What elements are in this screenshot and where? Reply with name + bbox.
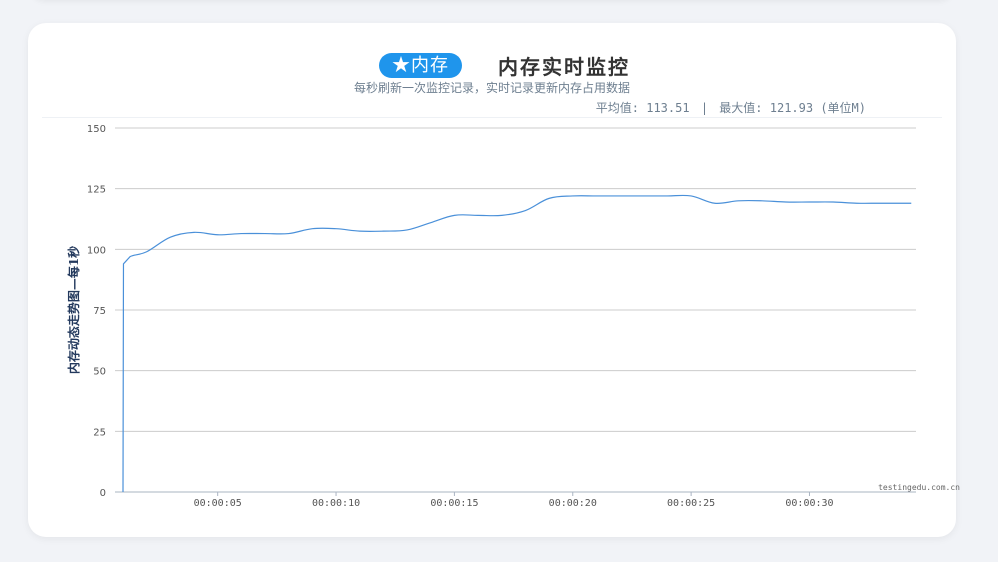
y-tick-label: 100 [87,245,106,256]
max-value: 最大值: 121.93 (单位M) [719,101,866,115]
series-layer [122,194,912,493]
chart-subtitle: 每秒刷新一次监控记录，实时记录更新内存占用数据 [353,81,630,95]
stats-line: 平均值: 113.51 | 最大值: 121.93 (单位M) [596,99,866,116]
x-tick-label: 00:00:30 [785,498,833,509]
stats-separator: | [700,101,709,115]
chart-title: 内存实时监控 [498,55,630,79]
x-tick-label: 00:00:20 [549,498,597,509]
y-tick-label: 25 [93,427,106,438]
y-tick-label: 75 [93,306,106,317]
average-value: 平均值: 113.51 [595,101,690,115]
y-axis-label: 内存动态走势图—每1秒 [66,246,81,374]
x-tick-label: 00:00:15 [430,498,478,509]
grid-lines [115,127,916,432]
memory-series-line [122,194,912,493]
axes [115,491,916,496]
x-tick-label: 00:00:10 [312,498,360,509]
header-divider [42,117,942,118]
x-tick-label: 00:00:05 [194,498,242,509]
memory-monitor-card: ★内存 内存实时监控 每秒刷新一次监控记录，实时记录更新内存占用数据 平均值: … [28,23,956,537]
y-tick-label: 150 [87,124,106,135]
y-tick-label: 125 [87,185,106,196]
tick-labels: 0 25 50 75 100 125 150 00:00:05 00:00:10 00:00:15… [87,124,834,509]
memory-badge: ★内存 [379,53,462,78]
y-tick-label: 50 [93,367,106,378]
watermark: testingedu.com.cn [878,483,960,492]
x-tick-label: 00:00:25 [667,498,715,509]
y-tick-label: 0 [100,488,106,499]
